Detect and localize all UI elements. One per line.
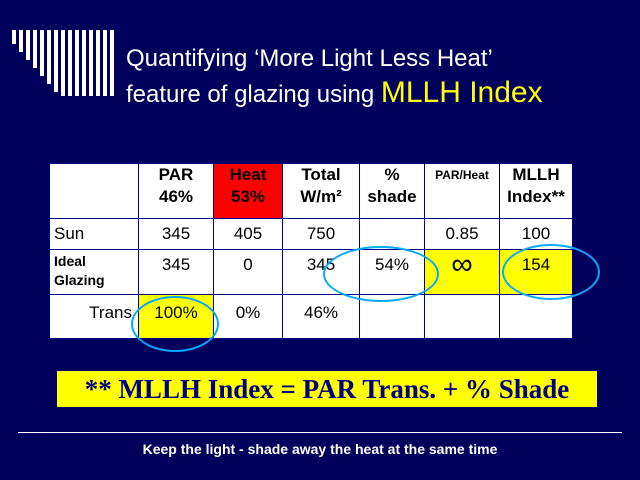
header-total-label: Total xyxy=(301,165,341,184)
footer-caption: Keep the light - shade away the heat at … xyxy=(142,441,498,457)
header-heat: Heat 53% xyxy=(213,163,283,219)
cell-total: 750 xyxy=(282,218,360,250)
cell-shade xyxy=(359,218,425,250)
header-par: PAR 46% xyxy=(138,163,214,219)
header-mllh-sub: Index** xyxy=(507,187,565,206)
row-label: Ideal Glazing xyxy=(49,249,139,295)
header-total-unit: W/m² xyxy=(300,187,342,206)
row-label-line-2: Glazing xyxy=(54,272,105,288)
header-mllh: MLLH Index** xyxy=(499,163,573,219)
header-par-label: PAR xyxy=(158,165,194,184)
table-header-row: PAR 46% Heat 53% Total W/m² % shade PAR/… xyxy=(49,163,573,219)
cell-par: 345 xyxy=(138,218,214,250)
table-row-ideal-glazing: Ideal Glazing 345 0 345 54% ∞ 154 xyxy=(49,249,573,295)
row-label: Sun xyxy=(49,218,139,250)
formula-banner: ** MLLH Index = PAR Trans. + % Shade xyxy=(57,371,597,407)
header-shade-symbol: % xyxy=(384,165,400,184)
header-par-heat-label: PAR/Heat xyxy=(435,168,489,182)
title-line-2-text: feature of glazing using xyxy=(126,81,381,108)
table-row-trans: Trans 100% 0% 46% xyxy=(49,294,573,339)
cell-par-heat xyxy=(424,294,500,339)
cell-mllh xyxy=(499,294,573,339)
cell-par-heat: 0.85 xyxy=(424,218,500,250)
highlight-ellipse-mllh xyxy=(502,244,600,300)
header-empty-cell xyxy=(49,163,139,219)
cell-total: 46% xyxy=(282,294,360,339)
table-row-sun: Sun 345 405 750 0.85 100 xyxy=(49,218,573,250)
cell-heat: 0% xyxy=(213,294,283,339)
header-mllh-label: MLLH xyxy=(512,165,560,184)
header-total: Total W/m² xyxy=(282,163,360,219)
decorative-stripes xyxy=(12,30,114,96)
cell-heat: 0 xyxy=(213,249,283,295)
header-par-pct: 46% xyxy=(158,187,194,206)
slide-title: Quantifying ‘More Light Less Heat’ featu… xyxy=(126,42,626,112)
highlight-ellipse-shade xyxy=(323,246,439,302)
divider-line xyxy=(18,432,622,433)
header-heat-pct: 53% xyxy=(230,187,266,206)
header-shade: % shade xyxy=(359,163,425,219)
title-line-1: Quantifying ‘More Light Less Heat’ xyxy=(126,45,493,72)
row-label: Trans xyxy=(49,294,139,339)
cell-heat: 405 xyxy=(213,218,283,250)
header-par-heat: PAR/Heat xyxy=(424,163,500,219)
highlight-ellipse-trans xyxy=(131,296,219,352)
title-line-2: feature of glazing using MLLH Index xyxy=(126,76,626,112)
title-highlight: MLLH Index xyxy=(380,76,543,109)
header-shade-label: shade xyxy=(367,187,417,206)
mllh-table: PAR 46% Heat 53% Total W/m² % shade PAR/… xyxy=(49,163,573,339)
row-label-line-1: Ideal xyxy=(54,253,86,269)
header-heat-label: Heat xyxy=(229,165,267,184)
cell-par: 345 xyxy=(138,249,214,295)
